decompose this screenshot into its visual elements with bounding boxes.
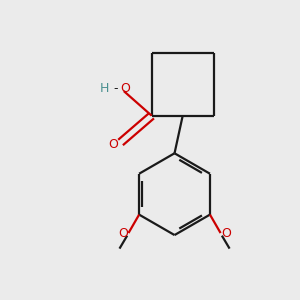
Text: O: O bbox=[120, 82, 130, 95]
Text: O: O bbox=[118, 226, 128, 239]
Text: H: H bbox=[100, 82, 110, 95]
Text: O: O bbox=[108, 138, 118, 151]
Text: -: - bbox=[113, 82, 118, 95]
Text: O: O bbox=[221, 226, 231, 239]
